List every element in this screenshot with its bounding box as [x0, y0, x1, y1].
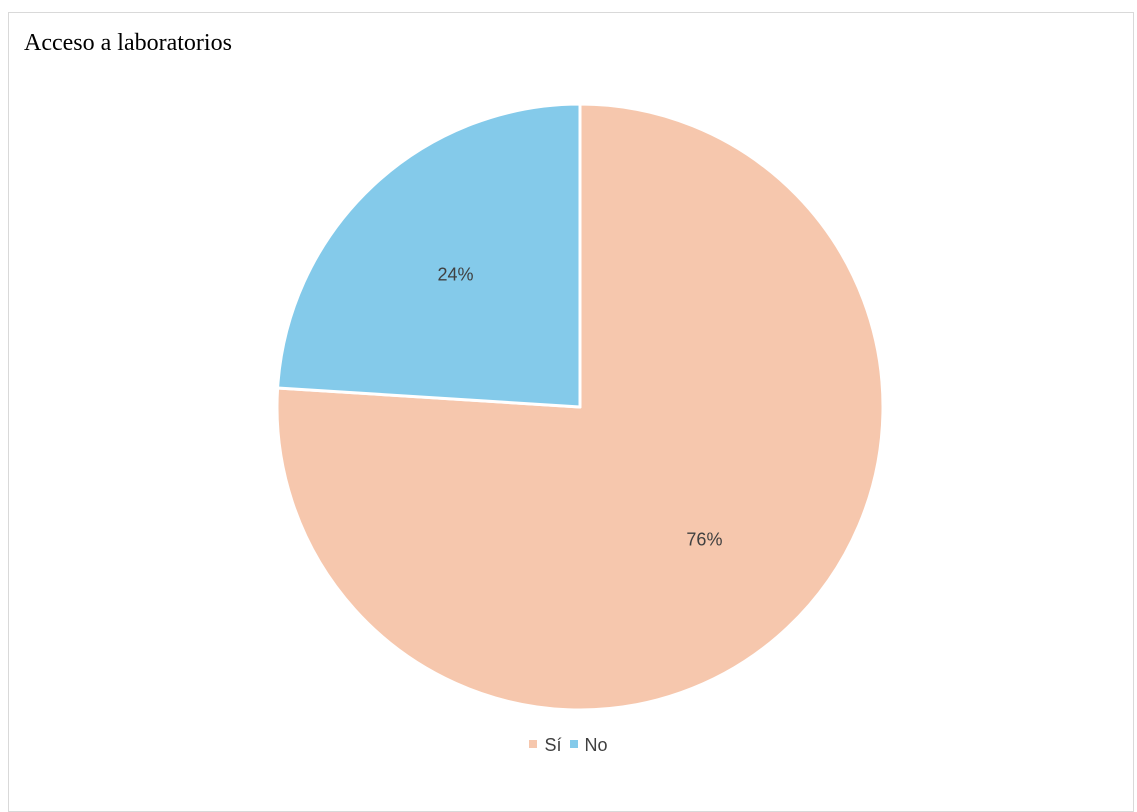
data-label-1: 76% — [686, 530, 722, 550]
pie-chart: 76% 24% — [275, 102, 885, 712]
legend: Sí No — [0, 735, 1137, 756]
legend-label-1: Sí — [544, 735, 562, 755]
legend-item-2: No — [569, 735, 608, 756]
legend-item-1: Sí — [529, 735, 562, 756]
data-label-2: 24% — [438, 264, 474, 284]
legend-swatch-2 — [569, 740, 578, 749]
pie-slice-2 — [276, 102, 582, 409]
legend-label-2: No — [584, 735, 608, 755]
chart-title: Acceso a laboratorios — [24, 30, 232, 56]
legend-swatch-1 — [529, 740, 538, 749]
